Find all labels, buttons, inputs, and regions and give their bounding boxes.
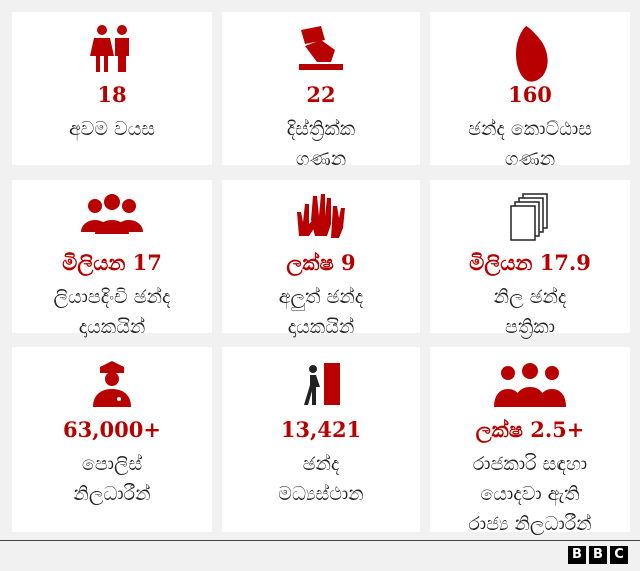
stat-tile: 13,421 ඡන්ද මධ්‍යස්ථාන	[222, 347, 420, 532]
stat-tile: 160 ඡන්ද කොට්ඨාස ගණන	[430, 12, 630, 170]
label-line: අලුත් ඡන්ද	[278, 286, 364, 308]
label-line: අවම වයස	[68, 118, 156, 140]
logo-letter: B	[568, 546, 586, 564]
logo-letter: B	[589, 546, 607, 564]
icon	[90, 25, 129, 72]
stat-value: ලක්ෂ 9	[286, 250, 356, 275]
icon	[304, 363, 340, 405]
stat-label: අවම වයස	[12, 114, 212, 144]
stat-label: දිස්ත්‍රික්ක ගණන	[222, 114, 420, 174]
label-line: නිලධාරීන්	[73, 483, 151, 505]
label-line: මධ්‍යස්ථාන	[278, 483, 364, 505]
stat-label: පොලිස් නිලධාරීන්	[12, 449, 212, 509]
label-line: දායකයින්	[78, 316, 146, 338]
label-line: යොදවා ඇති	[480, 483, 580, 505]
label-line: ගණන	[504, 148, 556, 170]
stat-tile: ලක්ෂ 9 අලුත් ඡන්ද දායකයින්	[222, 180, 420, 338]
stat-label: ලියාපදිංචි ඡන්ද දායකයින්	[12, 282, 212, 342]
label-line: පොලිස්	[81, 453, 143, 475]
label-line: නිල ඡන්ද	[493, 286, 567, 308]
label-line: දායකයින්	[287, 316, 355, 338]
stat-value: මිලියන 17	[62, 250, 162, 275]
stat-value: 63,000+	[63, 417, 161, 442]
label-line: ඡන්ද කොට්ඨාස	[468, 118, 592, 140]
divider	[0, 540, 640, 541]
label-line: ඡන්ද	[302, 453, 340, 475]
stat-value: 22	[306, 82, 336, 107]
label-line: දිස්ත්‍රික්ක	[286, 118, 356, 140]
stat-value: මිලියන 17.9	[469, 250, 591, 275]
stat-value: 13,421	[280, 417, 362, 442]
stat-value: 160	[508, 82, 552, 107]
stat-tile: ලක්ෂ 2.5+ රාජකාරි සඳහා යොදවා ඇති රාජ්‍ය නිල…	[430, 347, 630, 535]
label-line: ලියාපදිංචි ඡන්ද	[53, 286, 171, 308]
icon	[297, 194, 345, 238]
stat-label: ඡන්ද කොට්ඨාස ගණන	[430, 114, 630, 174]
icon	[516, 26, 548, 82]
logo-letter: C	[610, 546, 628, 564]
stat-tile: මිලියන 17.9 නිල ඡන්ද පත්‍රිකා	[430, 180, 630, 338]
stat-label: ඡන්ද මධ්‍යස්ථාන	[222, 449, 420, 509]
icon	[299, 26, 343, 70]
stat-value: 18	[97, 82, 127, 107]
stat-label: අලුත් ඡන්ද දායකයින්	[222, 282, 420, 342]
stat-tile: මිලියන 17 ලියාපදිංචි ඡන්ද දායකයින්	[12, 180, 212, 338]
label-line: ගණන	[295, 148, 347, 170]
stat-tile: 22 දිස්ත්‍රික්ක ගණන	[222, 12, 420, 170]
label-line: පත්‍රිකා	[505, 316, 555, 338]
stat-tile: 18 අවම වයස	[12, 12, 212, 165]
stat-value: ලක්ෂ 2.5+	[475, 417, 585, 442]
stat-tile: 63,000+ පොලිස් නිලධාරීන්	[12, 347, 212, 532]
label-line: රාජකාරි සඳහා	[472, 453, 588, 475]
icon	[93, 361, 131, 407]
icon	[494, 363, 566, 407]
stat-label: නිල ඡන්ද පත්‍රිකා	[430, 282, 630, 342]
stat-label: රාජකාරි සඳහා යොදවා ඇති රාජ්‍ය නිලධාරීන්	[430, 449, 630, 539]
icon	[510, 193, 548, 241]
icon	[81, 194, 143, 234]
label-line: රාජ්‍ය නිලධාරීන්	[468, 513, 592, 535]
